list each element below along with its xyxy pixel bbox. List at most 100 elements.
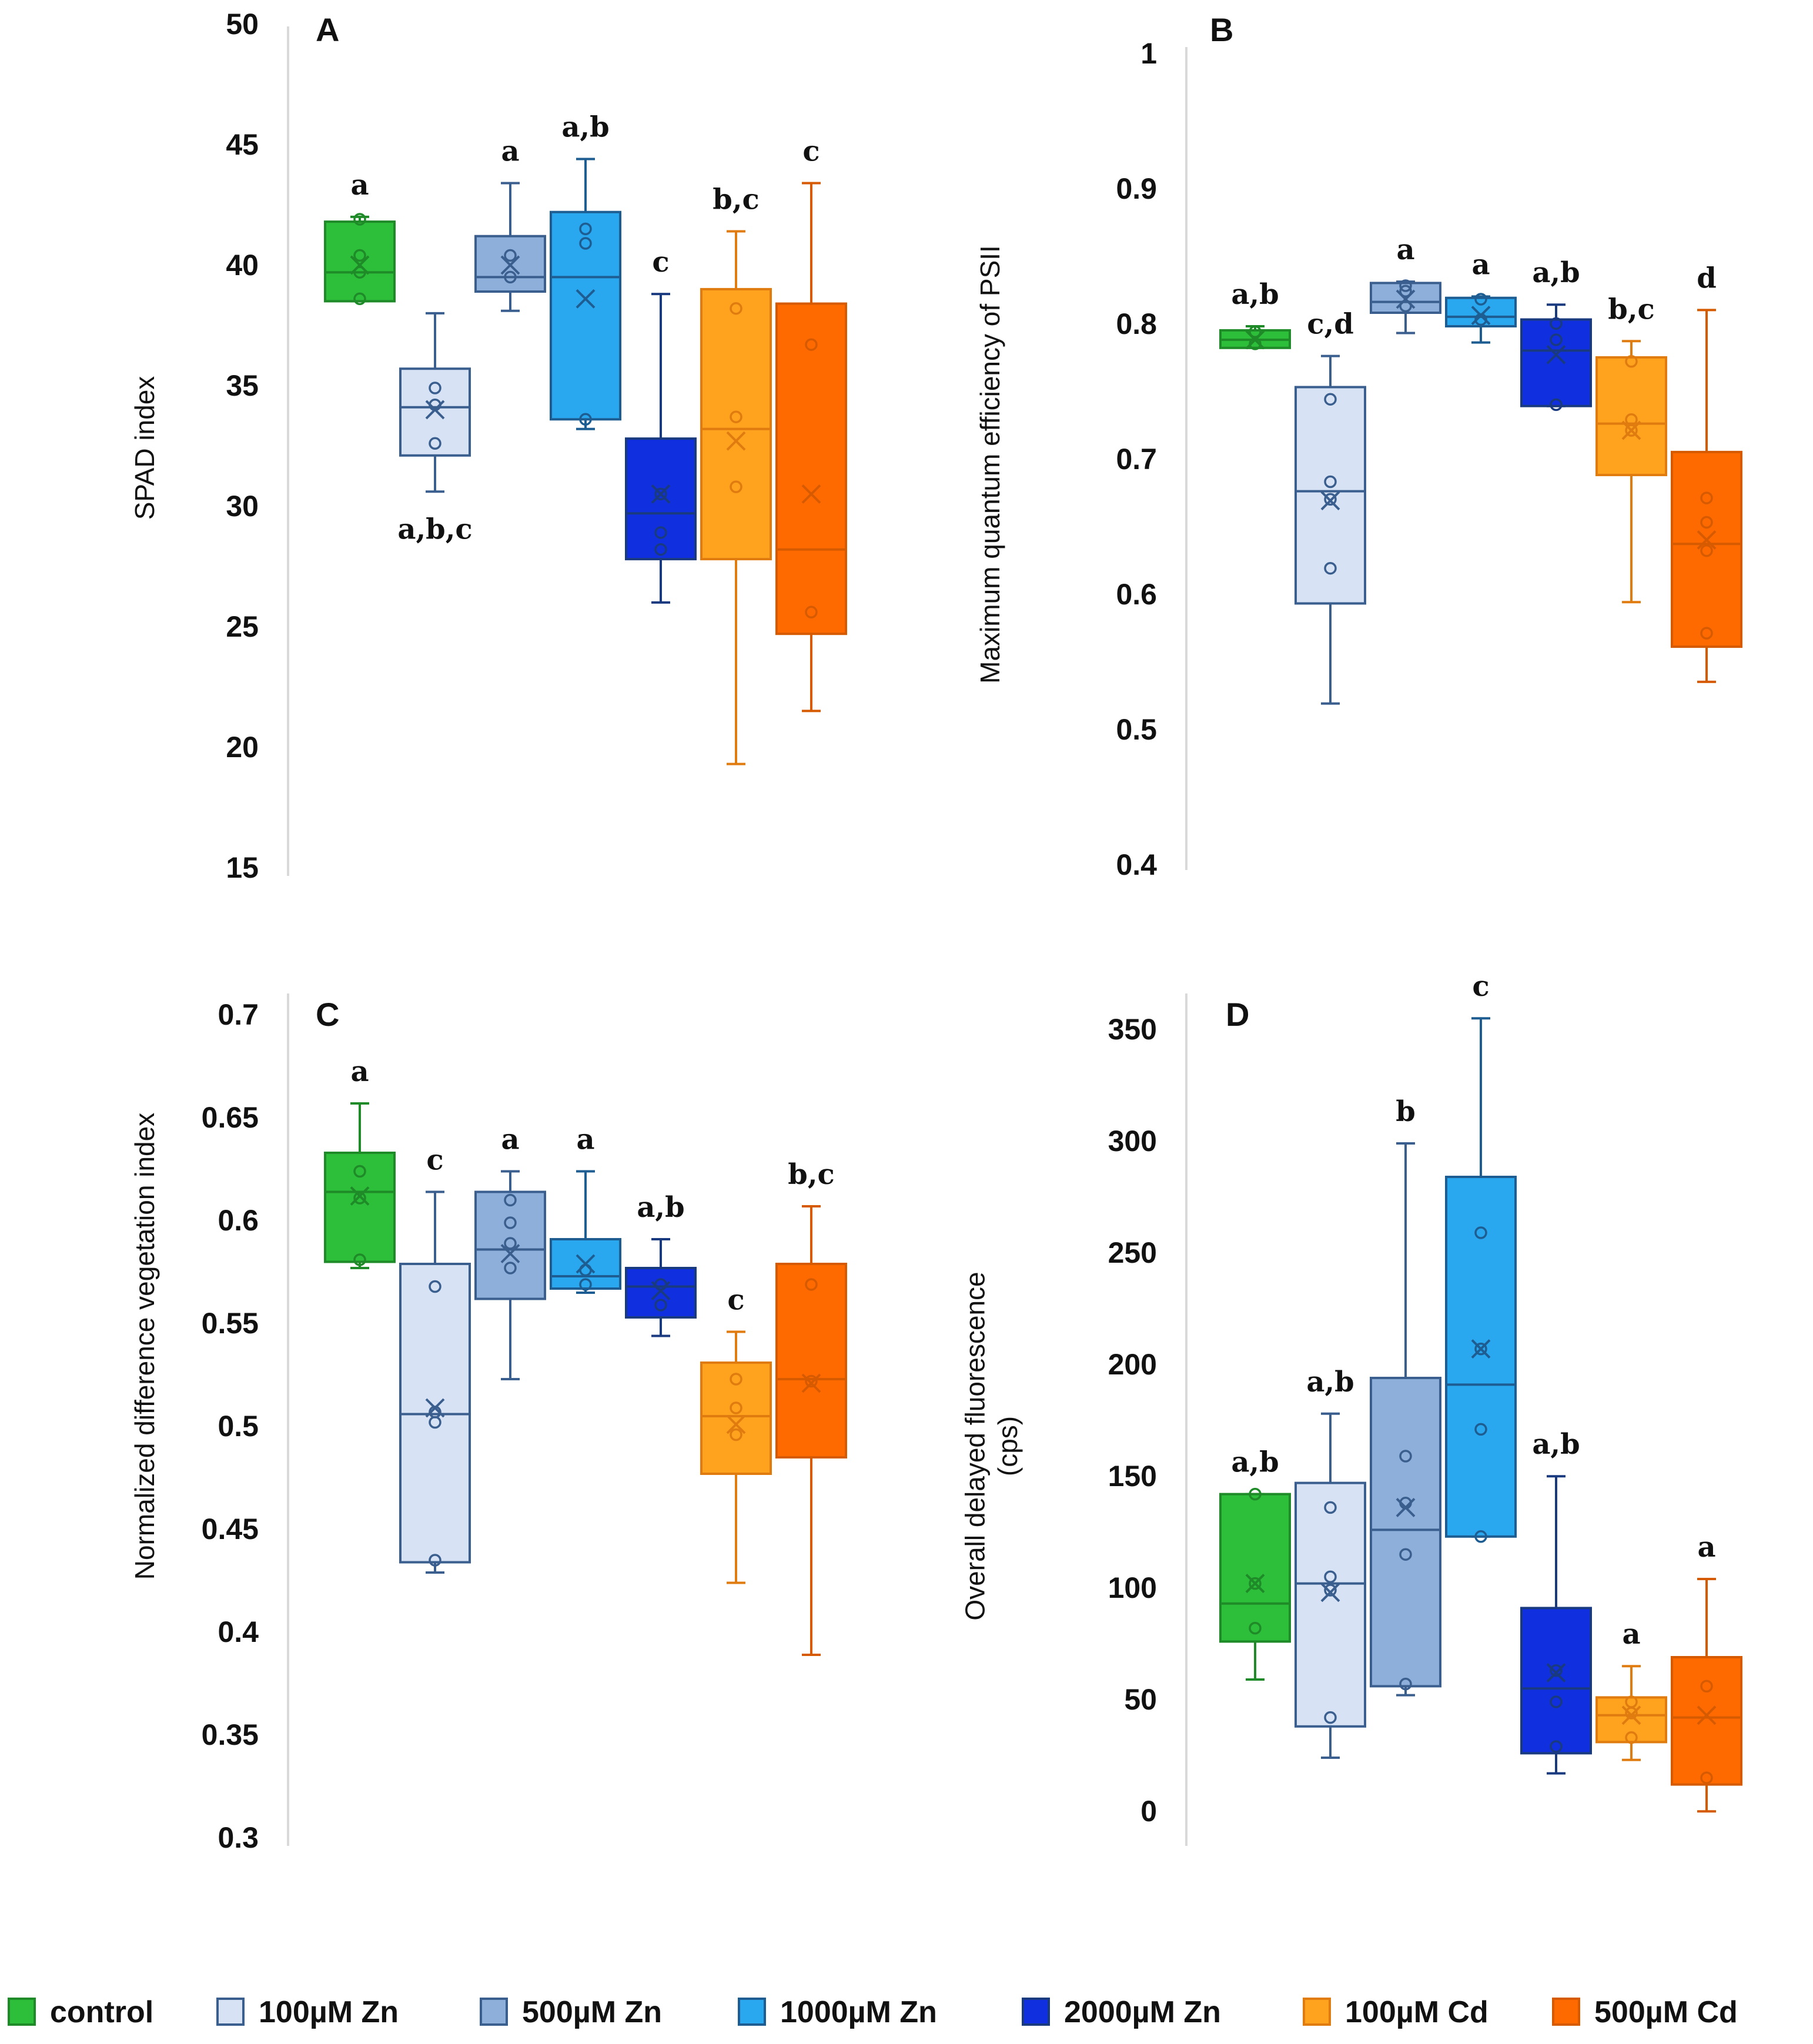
mean-marker <box>425 400 445 420</box>
data-point <box>1550 333 1563 346</box>
panel-d-box-500-m-zn: b <box>1370 1095 1441 1697</box>
box-iqr <box>474 1190 546 1300</box>
panel-d-significance-label: a <box>1622 1618 1640 1651</box>
box-iqr <box>1294 1481 1366 1728</box>
box-iqr <box>1520 1607 1592 1755</box>
data-point <box>1474 1342 1487 1356</box>
mean-marker-stroke <box>1471 306 1491 326</box>
panel-c-y-tick-label: 0.7 <box>218 998 259 1031</box>
panel-a-box-500-m-zn: a <box>474 135 546 312</box>
legend-swatch <box>216 1998 245 2026</box>
panel-c-significance-label: a <box>576 1123 594 1156</box>
panel-c-y-tick-label: 0.4 <box>218 1615 259 1648</box>
data-point <box>1324 493 1337 506</box>
box-iqr <box>1445 1176 1517 1538</box>
legend-item-100-m-zn: 100µM Zn <box>216 1995 399 2029</box>
mean-marker-stroke <box>1546 1663 1566 1683</box>
data-point <box>579 237 592 250</box>
data-point <box>353 292 366 306</box>
mean-marker-stroke <box>801 1373 821 1393</box>
mean-marker <box>500 255 520 275</box>
mean-marker-stroke <box>500 1244 520 1263</box>
panel-a-y-tick-label: 20 <box>226 731 259 764</box>
panel-b-box-1000-m-zn: a <box>1445 248 1517 344</box>
panel-d-y-tick-label: 300 <box>1108 1125 1157 1158</box>
panel-c-y-ticks: 0.3 0.35 0.4 0.45 0.5 0.55 0.6 0.65 0.7 <box>202 998 259 1854</box>
data-point <box>1474 1530 1487 1543</box>
box-iqr <box>1520 318 1592 407</box>
box-iqr <box>1445 296 1517 328</box>
data-point <box>504 270 517 284</box>
data-point <box>1625 355 1638 368</box>
panel-b-box-100-m-zn: c,d <box>1294 308 1366 705</box>
panel-b-y-axis-title: Maximum quantum efficiency of PSII <box>975 245 1005 684</box>
data-point <box>1550 398 1563 412</box>
panel-d-significance-label: a,b <box>1231 1446 1279 1479</box>
data-point <box>654 543 667 556</box>
panel-b-y-tick-label: 0.9 <box>1116 172 1157 205</box>
mean-marker <box>1697 530 1717 550</box>
mean-marker-stroke <box>1621 1705 1641 1725</box>
panel-d-y-ticks: 0 50 100 150 200 250 300 350 <box>1108 1013 1157 1828</box>
panel-a-box-500-m-cd: c <box>775 135 847 712</box>
mean-marker-stroke <box>726 1414 746 1434</box>
panel-c-significance-label: b,c <box>788 1158 835 1191</box>
panel-c-box-100-m-cd: c <box>700 1284 772 1584</box>
panel-b-y-tick-label: 1 <box>1140 37 1157 70</box>
box-iqr <box>550 210 621 421</box>
panel-a-box-1000-m-zn: a,b <box>550 111 621 430</box>
mean-marker <box>1546 1663 1566 1683</box>
panel-c-box-500-m-zn: a <box>474 1123 546 1380</box>
mean-marker-stroke <box>726 431 746 451</box>
legend-item-100-m-cd: 100µM Cd <box>1303 1995 1488 2029</box>
data-point <box>1324 1711 1337 1724</box>
data-point <box>579 222 592 236</box>
data-point <box>504 1262 517 1274</box>
panel-a-significance-label: a,b,c <box>397 513 472 546</box>
mean-marker <box>1320 491 1340 511</box>
panel-a-y-tick-label: 25 <box>226 610 259 643</box>
panel-c-y-tick-label: 0.6 <box>218 1204 259 1237</box>
data-point <box>353 1253 366 1266</box>
data-point <box>1324 1501 1337 1514</box>
data-point <box>1324 1570 1337 1583</box>
legend-swatch <box>480 1998 508 2026</box>
panel-b-boxes: a,b c,d a a a,b b,c d <box>1219 233 1742 705</box>
legend-item-control: control <box>8 1995 153 2029</box>
legend-item-2000-m-zn: 2000µM Zn <box>1022 1995 1221 2029</box>
panel-b-label: B <box>1210 11 1233 48</box>
mean-marker <box>801 484 821 504</box>
data-point <box>1249 1487 1262 1501</box>
data-point <box>1700 1680 1713 1693</box>
panel-d-y-tick-label: 100 <box>1108 1571 1157 1604</box>
panel-a-label: A <box>316 11 339 48</box>
panel-c-significance-label: c <box>426 1144 443 1177</box>
legend-label: 100µM Zn <box>259 1995 399 2029</box>
data-point <box>1625 1695 1638 1708</box>
panel-b-significance-label: a,b <box>1532 256 1580 289</box>
data-point <box>429 437 441 450</box>
panel-d-significance-label: b <box>1396 1095 1416 1128</box>
data-point <box>1550 317 1563 330</box>
box-iqr <box>625 437 697 561</box>
panel-c-box-1000-m-zn: a <box>550 1123 621 1294</box>
panel-d-box-2000-m-zn: a,b <box>1520 1428 1592 1775</box>
box-iqr <box>1595 1696 1667 1744</box>
panel-a-y-tick-label: 15 <box>226 851 259 884</box>
data-point <box>579 413 592 426</box>
data-point <box>730 1428 742 1441</box>
data-point <box>1550 1695 1563 1708</box>
legend-label: 100µM Cd <box>1345 1995 1488 2029</box>
panel-d-delayed-fluorescence: D Overall delayed fluorescence(cps) 0 50 1… <box>960 970 1742 1846</box>
legend-label: control <box>50 1995 153 2029</box>
legend-swatch <box>1303 1998 1331 2026</box>
data-point <box>654 487 667 501</box>
panel-b-significance-label: a,b <box>1231 278 1279 311</box>
mean-marker-stroke <box>1245 330 1265 350</box>
mean-marker-stroke <box>1546 344 1566 364</box>
panel-d-significance-label: a,b <box>1532 1428 1580 1461</box>
panel-a-y-axis-title: SPAD index <box>129 376 160 520</box>
panel-b-y-ticks: 0.4 0.5 0.6 0.7 0.8 0.9 1 <box>1116 37 1157 881</box>
panel-b-significance-label: d <box>1697 262 1717 295</box>
panel-d-label: D <box>1226 996 1249 1033</box>
